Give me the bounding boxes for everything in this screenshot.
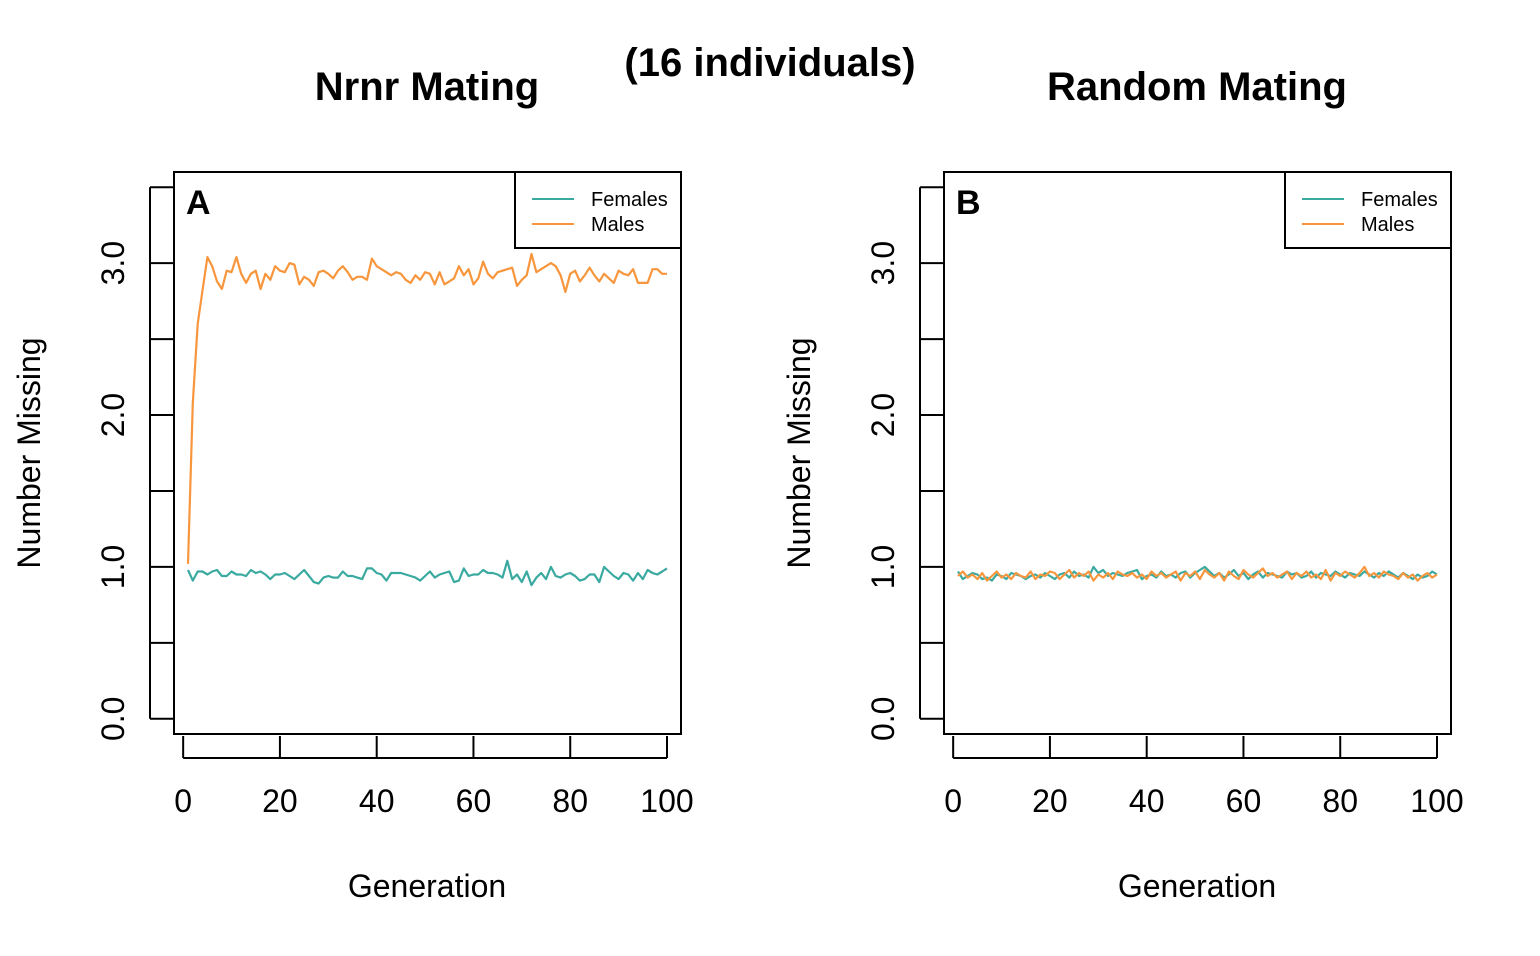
panel-a-series-males	[186, 252, 667, 564]
panel-b-y-tick-label: 2.0	[865, 393, 901, 437]
panel-b-legend-label-females: Females	[1361, 189, 1438, 211]
panel-a-y-tick-label: 1.0	[95, 545, 131, 589]
panel-b: Random Mating B Generation Number Missin…	[781, 65, 1464, 904]
panel-a-plot-frame	[173, 171, 682, 735]
panel-b-letter: B	[956, 184, 981, 222]
figure-supertitle: (16 individuals)	[624, 41, 915, 85]
panel-a-series-females	[186, 559, 668, 587]
panel-a-letter: A	[186, 184, 211, 222]
panel-a-legend-label-males: Males	[591, 214, 644, 236]
panel-a-legend: Females Males	[514, 171, 682, 249]
panel-b-x-tick-label: 20	[1032, 783, 1068, 819]
panel-b-series	[957, 565, 1438, 582]
panel-a-y-tick-label: 3.0	[95, 241, 131, 285]
panel-a-xlabel: Generation	[348, 868, 506, 904]
panel-a-y-tick-label: 0.0	[95, 697, 131, 741]
panel-b-y-tick-label: 1.0	[865, 545, 901, 589]
panel-b-x-tick-label: 80	[1322, 783, 1358, 819]
panel-a-x-tick-label: 80	[552, 783, 588, 819]
panel-a-x-tick-label: 100	[640, 783, 693, 819]
panel-a-legend-box	[514, 171, 682, 249]
panel-a-x-tick-label: 0	[174, 783, 192, 819]
panel-a-title: Nrnr Mating	[315, 65, 539, 109]
panel-b-legend: Females Males	[1284, 171, 1452, 249]
panel-a-x-tick-label: 20	[262, 783, 298, 819]
panel-b-x-tick-label: 100	[1410, 783, 1463, 819]
panel-b-x-tick-label: 0	[944, 783, 962, 819]
panel-a-x-axis: 0 20 40 60 80 100	[174, 736, 694, 819]
panel-b-series-males	[957, 565, 1438, 582]
panel-b-y-tick-label: 3.0	[865, 241, 901, 285]
panel-a-y-axis: 0.0 1.0 2.0 3.0	[95, 186, 174, 741]
panel-a-ylabel: Number Missing	[11, 337, 47, 568]
panel-a: Nrnr Mating A Generation Number Missing …	[11, 65, 694, 904]
panel-b-title: Random Mating	[1047, 65, 1347, 109]
panel-a-series	[186, 252, 668, 587]
panel-b-legend-box	[1284, 171, 1452, 249]
panel-a-legend-label-females: Females	[591, 189, 668, 211]
panel-b-x-axis: 0 20 40 60 80 100	[944, 736, 1464, 819]
panel-b-legend-label-males: Males	[1361, 214, 1414, 236]
panel-a-x-tick-label: 60	[456, 783, 492, 819]
panel-a-y-tick-label: 2.0	[95, 393, 131, 437]
panel-b-y-axis: 0.0 1.0 2.0 3.0	[865, 186, 944, 741]
panel-b-x-tick-label: 60	[1226, 783, 1262, 819]
panel-b-ylabel: Number Missing	[781, 337, 817, 568]
panel-b-xlabel: Generation	[1118, 868, 1276, 904]
panel-b-x-tick-label: 40	[1129, 783, 1165, 819]
panel-b-y-tick-label: 0.0	[865, 697, 901, 741]
panel-b-plot-frame	[943, 171, 1452, 735]
panel-a-x-tick-label: 40	[359, 783, 395, 819]
